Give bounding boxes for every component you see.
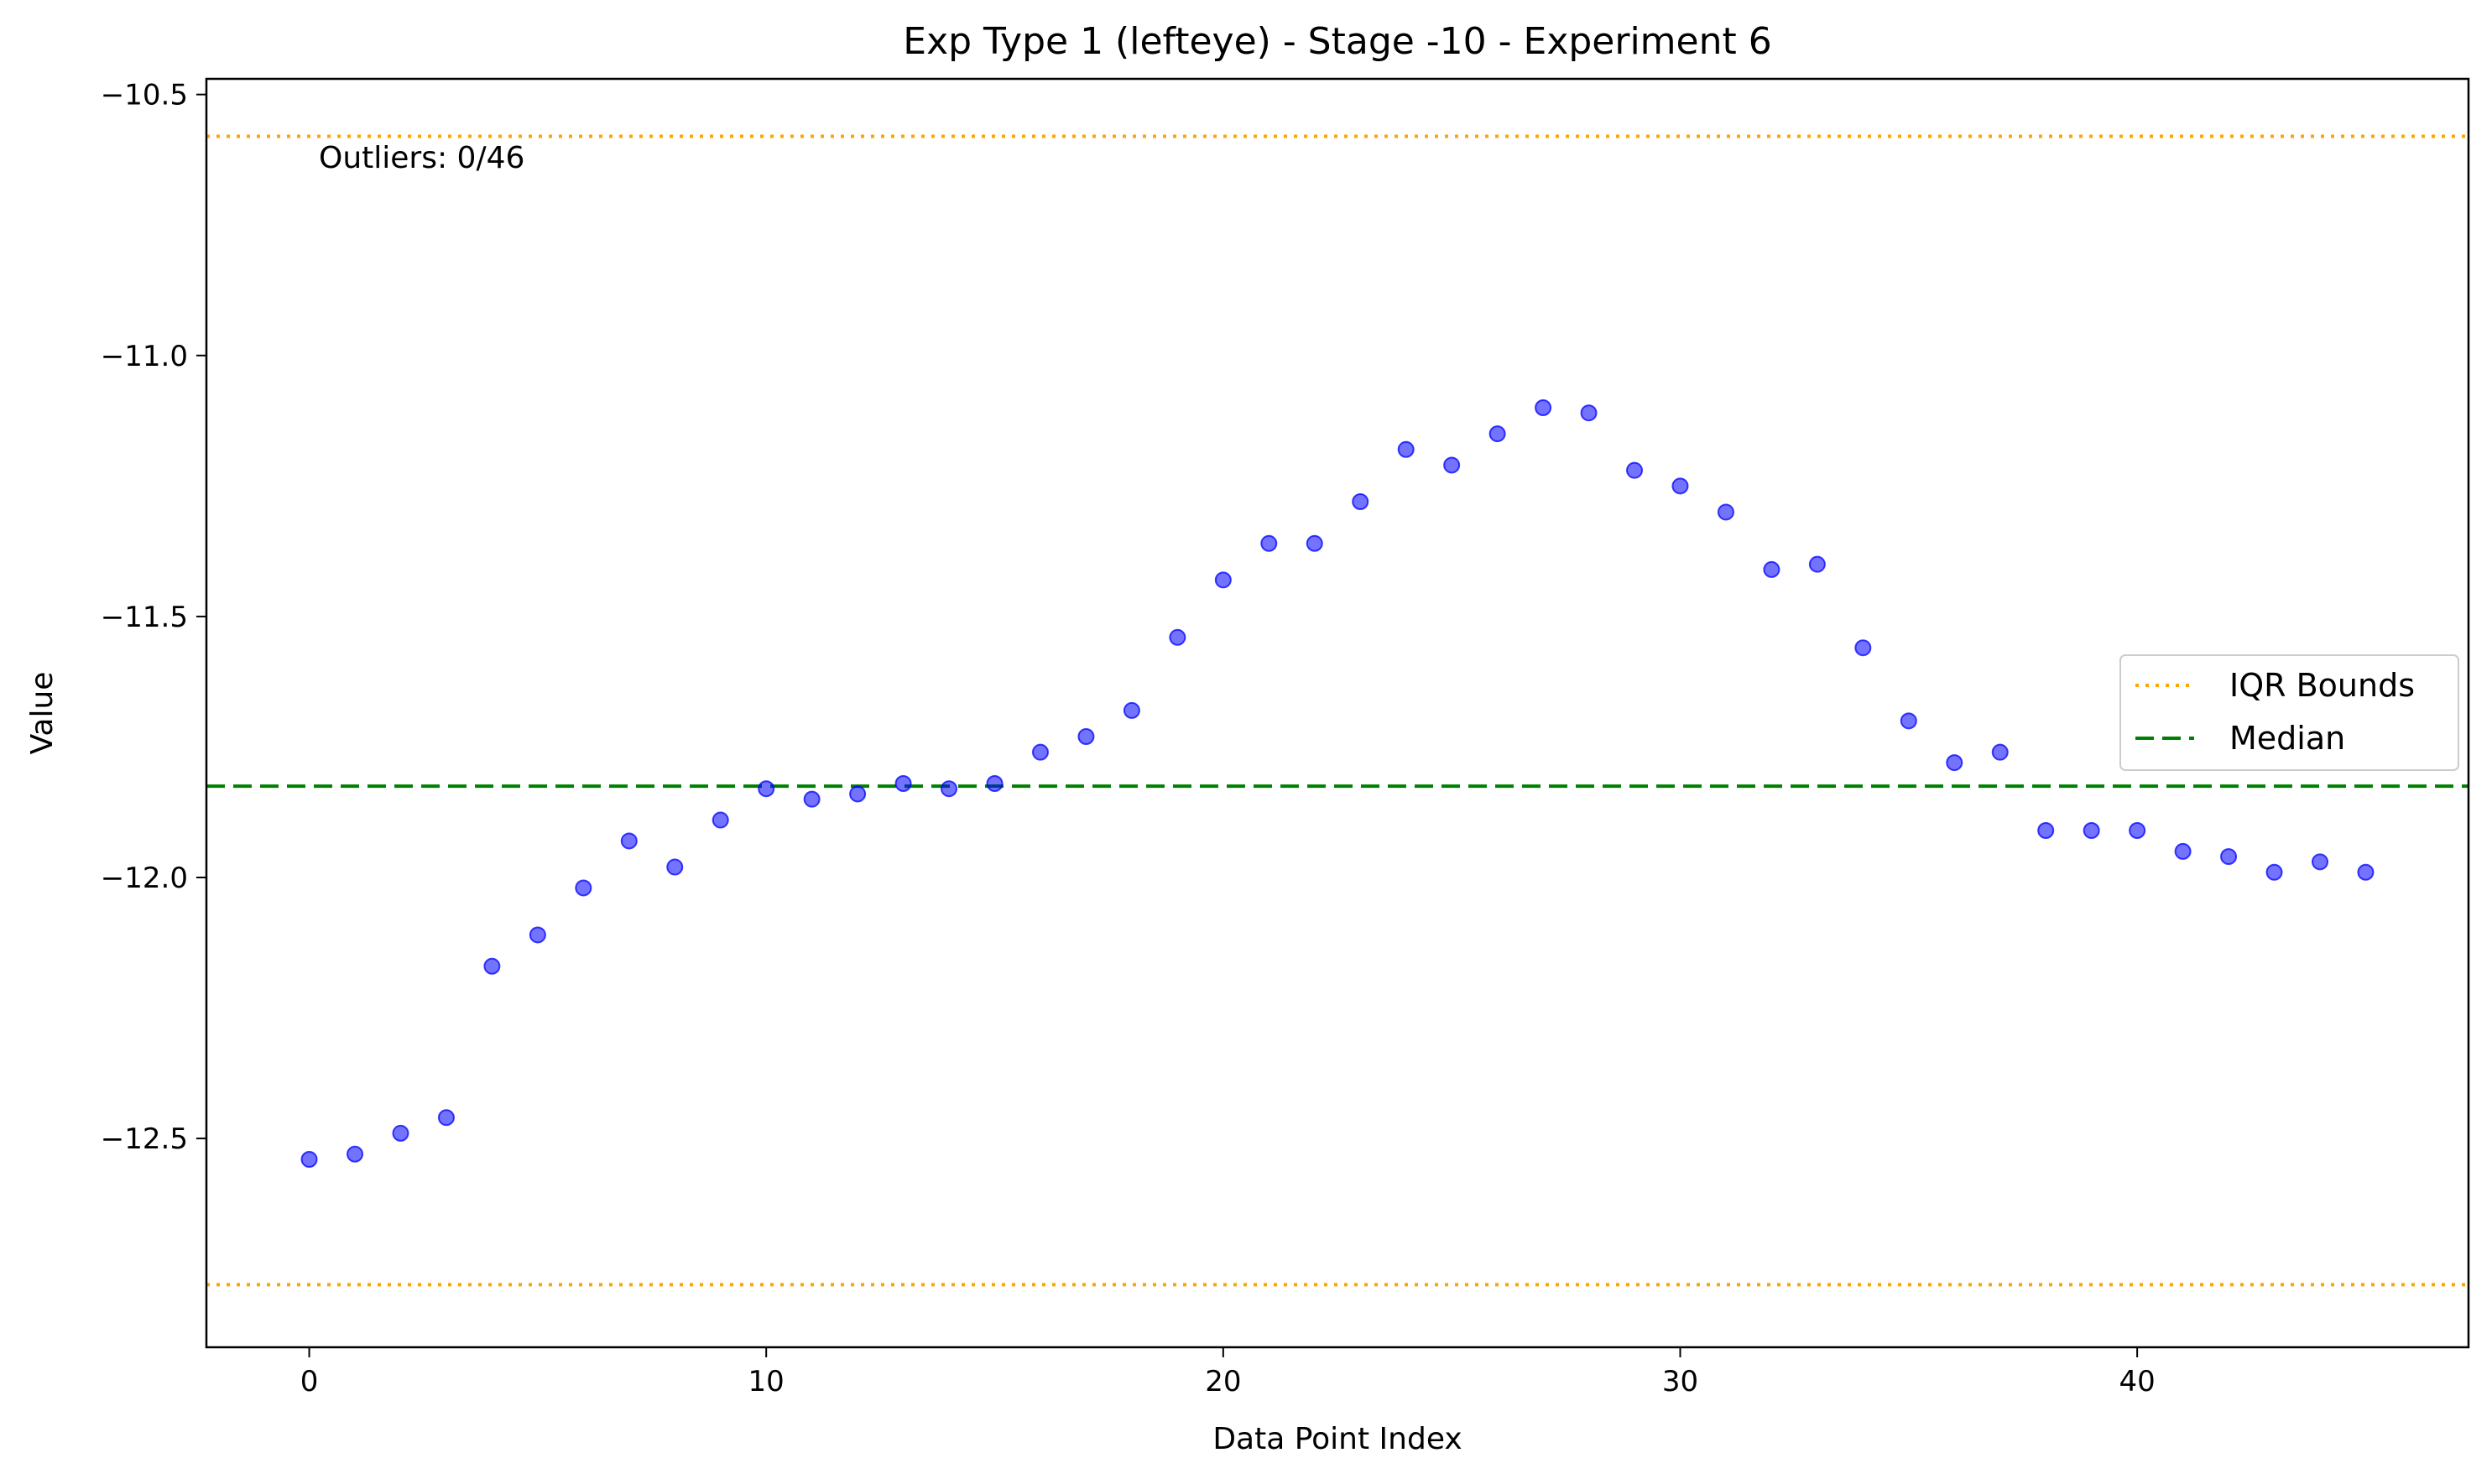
data-point (1763, 560, 1780, 578)
legend: IQR Bounds Median (2119, 654, 2459, 771)
data-point (1397, 440, 1415, 458)
data-point (1991, 743, 2009, 761)
data-point (849, 785, 867, 803)
data-point (2174, 842, 2192, 860)
data-point (1671, 477, 1689, 495)
data-point (1443, 456, 1461, 474)
y-tick-label: −12.5 (101, 1122, 188, 1156)
data-point (2129, 822, 2146, 839)
data-point (1626, 461, 1644, 479)
data-point (1077, 728, 1095, 745)
data-point (2220, 848, 2238, 866)
data-point (666, 858, 684, 876)
y-tick-label: −11.0 (101, 340, 188, 373)
data-point (1854, 639, 1872, 657)
data-point (347, 1145, 364, 1163)
x-axis-ticks: 0 10 20 30 40 (300, 1347, 2156, 1398)
data-point (1031, 743, 1049, 761)
data-point (986, 775, 1004, 792)
data-point (300, 1151, 318, 1168)
y-axis-ticks: −10.5 −11.0 −11.5 −12.0 −12.5 (101, 79, 206, 1156)
data-point (1946, 754, 1963, 772)
data-point (1214, 571, 1232, 589)
data-point (758, 780, 775, 798)
data-point (437, 1109, 455, 1127)
y-tick-label: −11.5 (101, 601, 188, 634)
data-point (483, 957, 501, 975)
data-point (803, 790, 821, 808)
legend-box (2119, 654, 2459, 771)
x-tick-label: 40 (2119, 1365, 2155, 1398)
data-point (2083, 822, 2100, 839)
reference-lines (206, 134, 2469, 1287)
outliers-annotation: Outliers: 0/46 (319, 141, 524, 175)
data-point (894, 775, 912, 792)
x-tick-label: 0 (300, 1365, 319, 1398)
data-point (1169, 628, 1186, 646)
data-point (529, 926, 546, 944)
data-point (1900, 712, 1917, 730)
y-tick-label: −10.5 (101, 79, 188, 112)
data-point (1717, 503, 1734, 521)
data-point (1260, 534, 1278, 552)
y-tick-label: −12.0 (101, 862, 188, 895)
x-tick-label: 30 (1662, 1365, 1698, 1398)
data-point (1488, 425, 1506, 443)
data-point (1808, 555, 1826, 573)
data-points (300, 399, 2375, 1168)
data-point (1580, 404, 1598, 422)
data-point (1306, 534, 1323, 552)
data-point (1535, 399, 1552, 416)
legend-label: IQR Bounds (2229, 667, 2415, 704)
data-point (575, 879, 592, 897)
y-axis-label: Value (25, 672, 60, 755)
data-point (1123, 701, 1140, 719)
data-point (712, 811, 729, 829)
chart-title: Exp Type 1 (lefteye) - Stage -10 - Exper… (903, 20, 1771, 63)
data-point (2265, 863, 2283, 881)
data-point (620, 832, 638, 850)
data-point (2357, 863, 2375, 881)
data-point (392, 1124, 409, 1142)
legend-label: Median (2229, 720, 2345, 757)
data-point (2037, 822, 2055, 839)
x-tick-label: 10 (748, 1365, 785, 1398)
data-point (2311, 853, 2328, 871)
x-tick-label: 20 (1205, 1365, 1241, 1398)
data-point (941, 780, 958, 798)
x-axis-label: Data Point Index (1212, 1422, 1462, 1456)
data-point (1352, 493, 1369, 510)
plot-frame (205, 77, 2470, 1349)
